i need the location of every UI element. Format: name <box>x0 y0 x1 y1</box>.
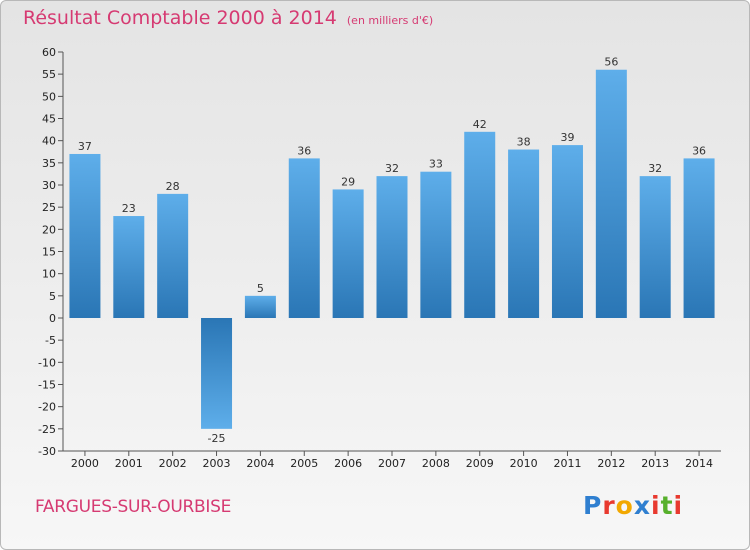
x-tick-label: 2001 <box>115 457 143 470</box>
x-tick-label: 2000 <box>71 457 99 470</box>
bar-value-label: 32 <box>648 162 662 175</box>
y-tick-label: 55 <box>42 68 56 81</box>
bar <box>201 318 233 429</box>
brand-letter: P <box>583 491 603 520</box>
y-tick-label: 40 <box>42 135 56 148</box>
bar <box>113 216 145 318</box>
bar <box>157 193 189 318</box>
bar-value-label: -25 <box>208 432 226 445</box>
bar <box>595 69 627 318</box>
x-tick-label: 2006 <box>334 457 362 470</box>
brand-logo: Proxiti <box>583 491 683 520</box>
y-tick-label: -5 <box>45 334 56 347</box>
y-tick-label: 20 <box>42 223 56 236</box>
x-tick-label: 2012 <box>597 457 625 470</box>
y-tick-label: 5 <box>49 290 56 303</box>
x-tick-label: 2002 <box>159 457 187 470</box>
bar-value-label: 39 <box>560 131 574 144</box>
y-tick-label: -30 <box>38 445 56 458</box>
y-tick-label: 35 <box>42 157 56 170</box>
y-tick-label: 0 <box>49 312 56 325</box>
bar <box>376 176 408 318</box>
bar-value-label: 36 <box>297 144 311 157</box>
y-tick-label: 45 <box>42 113 56 126</box>
brand-letter: o <box>615 491 634 520</box>
bar-value-label: 56 <box>604 56 618 69</box>
bar-value-label: 23 <box>122 202 136 215</box>
brand-letter: t <box>660 491 674 520</box>
bar <box>244 295 276 318</box>
bar <box>551 145 583 318</box>
bar-value-label: 36 <box>692 144 706 157</box>
x-tick-label: 2013 <box>641 457 669 470</box>
bar-value-label: 32 <box>385 162 399 175</box>
bar <box>69 153 101 318</box>
x-tick-label: 2005 <box>290 457 318 470</box>
bar <box>508 149 540 318</box>
x-tick-label: 2011 <box>553 457 581 470</box>
x-tick-label: 2014 <box>685 457 713 470</box>
commune-name: FARGUES-SUR-OURBISE <box>35 497 232 517</box>
chart-title: Résultat Comptable 2000 à 2014 (en millie… <box>23 7 433 29</box>
y-tick-label: -10 <box>38 356 56 369</box>
x-tick-label: 2008 <box>422 457 450 470</box>
y-tick-label: 60 <box>42 46 56 59</box>
y-tick-label: 50 <box>42 90 56 103</box>
x-tick-label: 2010 <box>510 457 538 470</box>
y-tick-label: 25 <box>42 201 56 214</box>
y-tick-label: -20 <box>38 401 56 414</box>
bar-value-label: 29 <box>341 175 355 188</box>
y-tick-label: -25 <box>38 423 56 436</box>
y-tick-label: 30 <box>42 179 56 192</box>
bar-value-label: 5 <box>257 282 264 295</box>
bar <box>639 176 671 318</box>
bar <box>464 131 496 318</box>
brand-letter: i <box>651 491 661 520</box>
bar <box>683 158 715 318</box>
bar-value-label: 42 <box>473 118 487 131</box>
bar-value-label: 28 <box>166 180 180 193</box>
bar-value-label: 37 <box>78 140 92 153</box>
bar <box>288 158 320 318</box>
bars: 37 23 28 -25 5 36 29 32 33 42 38 39 56 32 36 <box>69 56 715 445</box>
x-tick-label: 2004 <box>246 457 274 470</box>
chart-title-text: Résultat Comptable 2000 à 2014 <box>23 7 337 29</box>
x-tick-label: 2003 <box>203 457 231 470</box>
bar <box>420 171 452 318</box>
y-tick-label: 10 <box>42 268 56 281</box>
x-tick-label: 2009 <box>466 457 494 470</box>
y-tick-label: -15 <box>38 379 56 392</box>
chart-subtitle: (en milliers d'€) <box>346 14 434 27</box>
bar <box>332 189 364 318</box>
brand-letter: x <box>633 491 651 520</box>
axes: -30-25-20-15-10-505101520253035404550556… <box>38 46 721 470</box>
bar-value-label: 38 <box>517 136 531 149</box>
brand-letter: i <box>673 491 684 520</box>
y-tick-label: 15 <box>42 246 56 259</box>
x-tick-label: 2007 <box>378 457 406 470</box>
bar-value-label: 33 <box>429 158 443 171</box>
brand-letter: r <box>602 491 616 520</box>
